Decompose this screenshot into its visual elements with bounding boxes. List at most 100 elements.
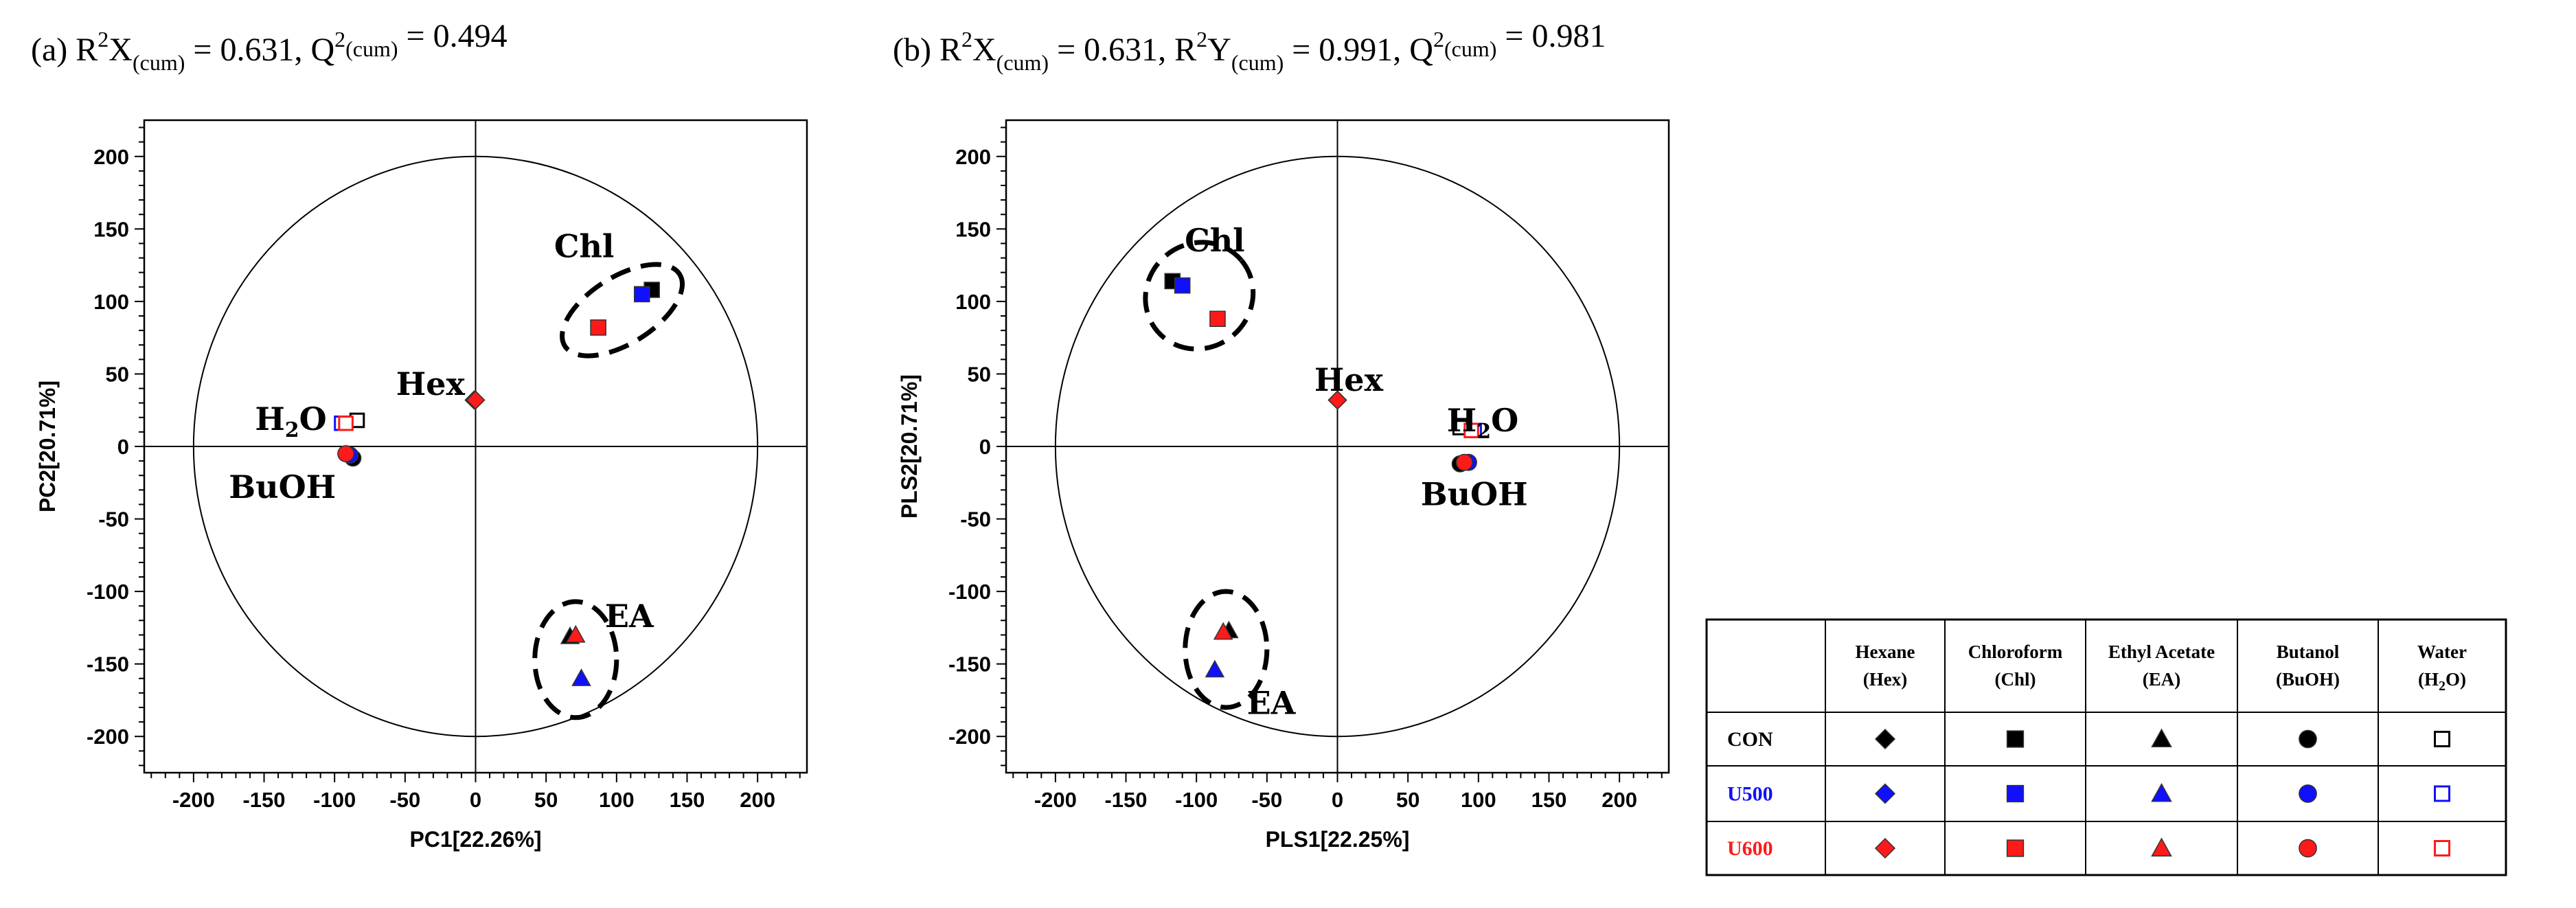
- legend-header-text: (Hex): [1863, 669, 1907, 690]
- title-text: = 0.494: [398, 18, 508, 54]
- legend-marker-u500-square: [2006, 784, 2025, 803]
- x-tick-label: -150: [1104, 788, 1147, 812]
- y-tick-label: -200: [948, 725, 991, 749]
- group-label: Hex: [1314, 361, 1384, 398]
- group-label-text: EA: [1247, 685, 1297, 722]
- legend-marker-con-square: [2006, 730, 2025, 748]
- y-tick-label: 0: [117, 435, 129, 459]
- x-tick-label: 50: [1396, 788, 1420, 812]
- x-tick-label: 200: [1602, 788, 1637, 812]
- x-tick-label: 200: [740, 788, 775, 812]
- data-point-u600-ea: [1213, 622, 1233, 640]
- title-sup: 2: [98, 27, 109, 52]
- title-sup: 2: [1433, 27, 1444, 52]
- title-sub: (cum): [996, 50, 1049, 75]
- x-tick-label: -200: [172, 788, 215, 812]
- hotelling-ellipse: [1054, 155, 1621, 738]
- group-dashed-ellipse: [532, 599, 619, 720]
- title-sub: (cum): [1444, 36, 1496, 61]
- y-tick-label: 150: [93, 217, 129, 241]
- x-tick-label: -50: [389, 788, 420, 812]
- title-sup: 2: [1196, 27, 1207, 52]
- legend-header-sub: 2: [2439, 679, 2446, 694]
- legend-marker-u500-triangle: [2151, 782, 2172, 802]
- group-label-text: O: [1491, 402, 1518, 439]
- legend-marker-con-diamond: [1874, 728, 1896, 750]
- y-tick-label: -150: [87, 652, 129, 677]
- y-tick-label: 100: [93, 290, 129, 314]
- y-tick-label: -100: [948, 580, 991, 604]
- legend-border: [1705, 618, 2507, 876]
- title-sup: 2: [334, 27, 345, 52]
- group-label: BuOH: [229, 468, 336, 506]
- title-sub: (cum): [133, 50, 185, 75]
- title-text: = 0.631, R: [1049, 32, 1196, 68]
- panel-a-pca-scores: (a) R2X(cum) = 0.631, Q2(cum) = 0.494 -20…: [31, 18, 808, 852]
- y-tick-label: 100: [955, 290, 991, 314]
- title-text: = 0.631, Q: [185, 32, 334, 68]
- x-tick-label: 100: [1461, 788, 1496, 812]
- data-point-u600-h2o: [338, 415, 354, 431]
- y-axis-label: PC2[20.71%]: [35, 381, 60, 512]
- group-label-text: Chl: [1185, 222, 1245, 259]
- legend-row-label-u500: U500: [1727, 783, 1773, 806]
- title-text: = 0.981: [1496, 18, 1606, 54]
- legend-marker-con-circle: [2299, 729, 2317, 749]
- legend-marker-con-triangle: [2151, 728, 2172, 747]
- data-point-u600-buoh: [337, 445, 355, 463]
- x-tick-label: 50: [534, 788, 558, 812]
- group-label-text: Chl: [554, 228, 615, 265]
- legend-marker-u500-diamond: [1874, 783, 1896, 804]
- data-point-u600-ea: [566, 624, 586, 643]
- group-label: EA: [1247, 685, 1297, 722]
- group-label: Chl: [554, 228, 615, 265]
- title-sup: 2: [961, 27, 972, 52]
- y-tick-label: 0: [979, 435, 991, 459]
- title-sub: (cum): [1231, 50, 1284, 75]
- group-label-text: Hex: [1314, 361, 1384, 398]
- plot-title: (a) R2X(cum) = 0.631, Q2(cum) = 0.494: [31, 18, 508, 75]
- group-dashed-ellipse: [1143, 240, 1256, 352]
- y-axis-label: PLS2[20.71%]: [897, 374, 922, 519]
- data-point-u500-chl: [633, 286, 650, 303]
- x-tick-label: 150: [1531, 788, 1567, 812]
- group-label-text: BuOH: [1421, 476, 1528, 513]
- x-tick-label: -150: [242, 788, 285, 812]
- legend-header-line1: Water: [2417, 642, 2467, 662]
- y-tick-label: 150: [955, 217, 991, 241]
- group-label: H2O: [255, 400, 326, 442]
- data-point-u600-chl: [1209, 310, 1226, 328]
- group-label: Hex: [396, 365, 466, 402]
- data-point-u600-chl: [590, 319, 606, 336]
- legend-header-text: O): [2446, 669, 2466, 690]
- legend-header-line1: Butanol: [2277, 642, 2340, 662]
- title-text: (b) R: [893, 32, 961, 68]
- group-label: EA: [605, 598, 654, 635]
- title-text: Y: [1207, 32, 1231, 68]
- group-label-sub: 2: [285, 418, 299, 442]
- legend-header-text: (Chl): [1995, 669, 2036, 690]
- x-tick-label: -100: [1175, 788, 1218, 812]
- data-point-u500-ea: [1205, 659, 1225, 678]
- plot-title: (b) R2X(cum) = 0.631, R2Y(cum) = 0.991, …: [893, 18, 1606, 75]
- legend-header-line2: (EA): [2143, 669, 2181, 690]
- legend-marker-u500-circle: [2299, 784, 2317, 803]
- y-tick-label: 200: [93, 145, 129, 169]
- legend-header-text: (H: [2418, 669, 2439, 690]
- legend-header-line1: Chloroform: [1968, 642, 2063, 662]
- legend-table: Hexane (Hex) Chloroform (Chl) Ethyl Acetate (…: [1705, 618, 2507, 876]
- x-axis-label: PLS1[22.25%]: [1266, 827, 1410, 852]
- y-tick-label: -50: [960, 508, 991, 532]
- title-text: (a) R: [31, 32, 98, 68]
- title-sub: (cum): [345, 36, 398, 61]
- legend-header-line1: Ethyl Acetate: [2108, 642, 2215, 662]
- legend-header-line2: (BuOH): [2276, 669, 2340, 690]
- y-tick-label: -50: [98, 508, 129, 532]
- group-label-text: BuOH: [229, 468, 336, 506]
- group-dashed-ellipse: [560, 262, 685, 359]
- legend-row-label-con: CON: [1727, 728, 1773, 751]
- group-label-text: O: [299, 400, 327, 438]
- data-point-u600-h2o: [1463, 422, 1479, 439]
- x-tick-label: 100: [599, 788, 635, 812]
